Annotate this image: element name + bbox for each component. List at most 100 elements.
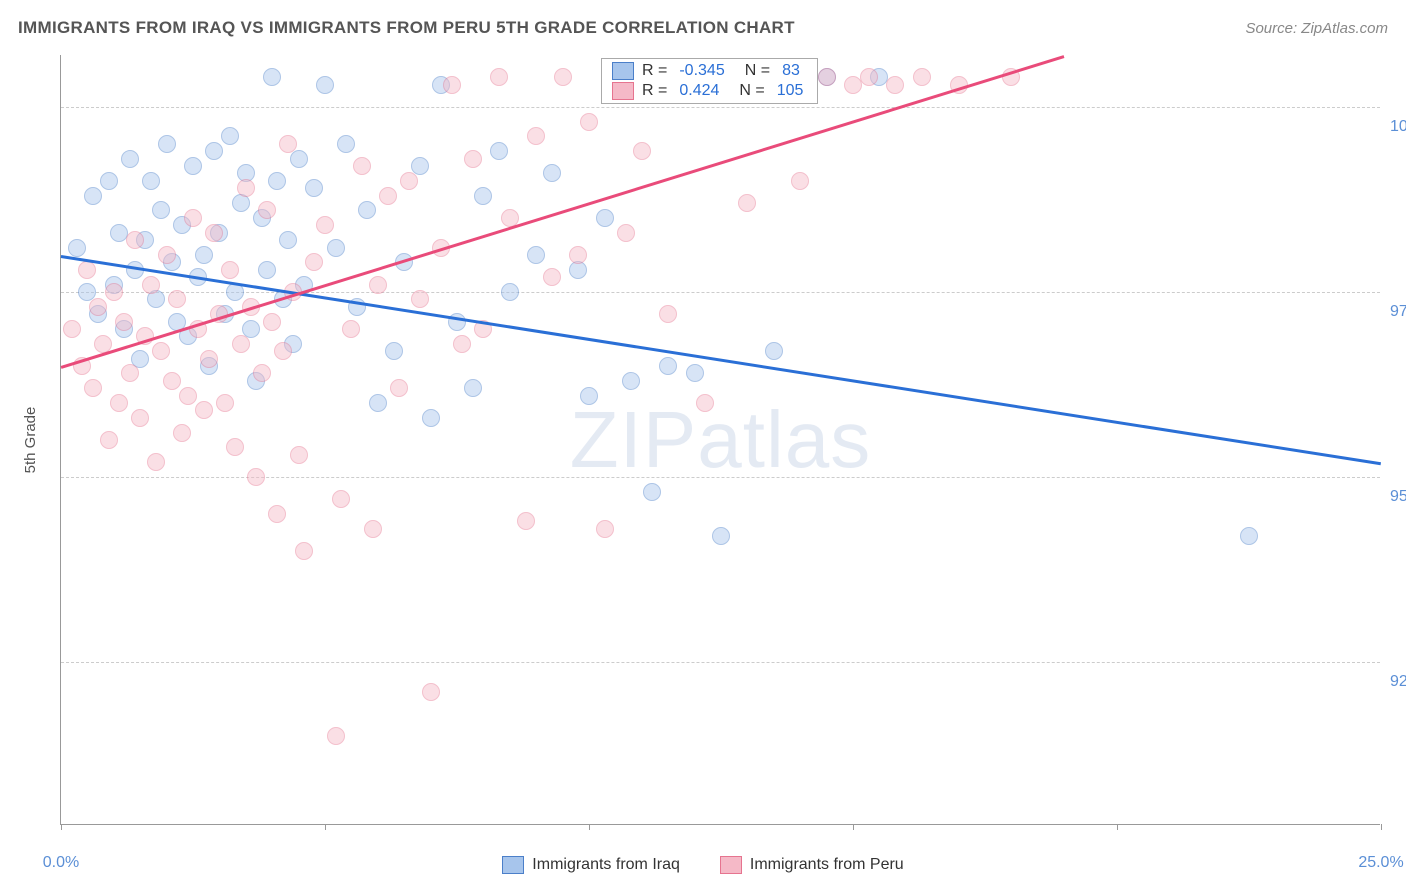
scatter-point (543, 268, 561, 286)
scatter-point (142, 172, 160, 190)
trendline (61, 55, 1065, 368)
ytick-label: 100.0% (1390, 118, 1406, 136)
scatter-point (818, 68, 836, 86)
legend-label-peru: Immigrants from Peru (750, 856, 904, 874)
scatter-point (184, 157, 202, 175)
scatter-point (268, 172, 286, 190)
scatter-point (617, 224, 635, 242)
stats-legend: R =-0.345N =83R =0.424N =105 (601, 58, 818, 104)
source-label: Source: ZipAtlas.com (1245, 20, 1388, 37)
scatter-point (305, 253, 323, 271)
scatter-point (100, 172, 118, 190)
scatter-point (791, 172, 809, 190)
scatter-point (501, 283, 519, 301)
scatter-point (643, 483, 661, 501)
scatter-point (738, 194, 756, 212)
scatter-point (659, 357, 677, 375)
scatter-point (517, 512, 535, 530)
gridline (61, 662, 1380, 663)
stat-n-value: 105 (773, 82, 808, 100)
legend-item-iraq: Immigrants from Iraq (502, 856, 680, 874)
trendline (61, 255, 1381, 465)
ytick-label: 95.0% (1390, 488, 1406, 506)
scatter-point (369, 394, 387, 412)
scatter-point (337, 135, 355, 153)
gridline (61, 292, 1380, 293)
xtick (853, 824, 854, 830)
scatter-point (554, 68, 572, 86)
scatter-point (179, 387, 197, 405)
stats-legend-row: R =-0.345N =83 (602, 61, 817, 81)
legend-swatch-iraq (502, 856, 524, 874)
scatter-point (422, 409, 440, 427)
scatter-point (205, 142, 223, 160)
scatter-point (443, 76, 461, 94)
scatter-point (147, 453, 165, 471)
stat-n-value: 83 (778, 62, 804, 80)
scatter-point (527, 127, 545, 145)
scatter-point (1240, 527, 1258, 545)
scatter-point (221, 127, 239, 145)
bottom-legend: Immigrants from Iraq Immigrants from Per… (0, 856, 1406, 874)
ytick-label: 97.5% (1390, 303, 1406, 321)
scatter-point (464, 150, 482, 168)
scatter-point (84, 187, 102, 205)
scatter-point (316, 76, 334, 94)
scatter-point (78, 261, 96, 279)
scatter-point (316, 216, 334, 234)
scatter-point (327, 727, 345, 745)
scatter-point (205, 224, 223, 242)
stat-n-label: N = (739, 82, 764, 100)
stats-legend-row: R =0.424N =105 (602, 81, 817, 101)
scatter-point (364, 520, 382, 538)
scatter-point (305, 179, 323, 197)
scatter-point (295, 542, 313, 560)
plot-area: ZIPatlas 92.5%95.0%97.5%100.0%0.0%25.0%R… (60, 55, 1380, 825)
scatter-point (390, 379, 408, 397)
scatter-point (379, 187, 397, 205)
xtick (1117, 824, 1118, 830)
scatter-point (110, 394, 128, 412)
scatter-point (596, 209, 614, 227)
scatter-point (258, 261, 276, 279)
scatter-point (622, 372, 640, 390)
gridline (61, 107, 1380, 108)
scatter-point (696, 394, 714, 412)
title-bar: IMMIGRANTS FROM IRAQ VS IMMIGRANTS FROM … (18, 18, 1388, 38)
scatter-point (216, 394, 234, 412)
scatter-point (490, 142, 508, 160)
xtick (61, 824, 62, 830)
chart-title: IMMIGRANTS FROM IRAQ VS IMMIGRANTS FROM … (18, 18, 795, 38)
scatter-point (253, 364, 271, 382)
stat-r-label: R = (642, 82, 667, 100)
scatter-point (385, 342, 403, 360)
legend-swatch (612, 82, 634, 100)
scatter-point (237, 179, 255, 197)
scatter-point (121, 364, 139, 382)
scatter-point (200, 350, 218, 368)
scatter-point (527, 246, 545, 264)
scatter-point (569, 246, 587, 264)
scatter-point (290, 446, 308, 464)
scatter-point (232, 335, 250, 353)
scatter-point (274, 342, 292, 360)
scatter-point (152, 201, 170, 219)
stat-n-label: N = (745, 62, 770, 80)
scatter-point (633, 142, 651, 160)
scatter-point (342, 320, 360, 338)
scatter-point (400, 172, 418, 190)
scatter-point (327, 239, 345, 257)
scatter-point (464, 379, 482, 397)
scatter-point (596, 520, 614, 538)
scatter-point (126, 231, 144, 249)
xtick (589, 824, 590, 830)
scatter-point (158, 135, 176, 153)
scatter-point (353, 157, 371, 175)
scatter-point (142, 276, 160, 294)
scatter-point (765, 342, 783, 360)
scatter-point (422, 683, 440, 701)
scatter-point (163, 372, 181, 390)
scatter-point (411, 290, 429, 308)
y-axis-label: 5th Grade (22, 407, 39, 474)
xtick (325, 824, 326, 830)
